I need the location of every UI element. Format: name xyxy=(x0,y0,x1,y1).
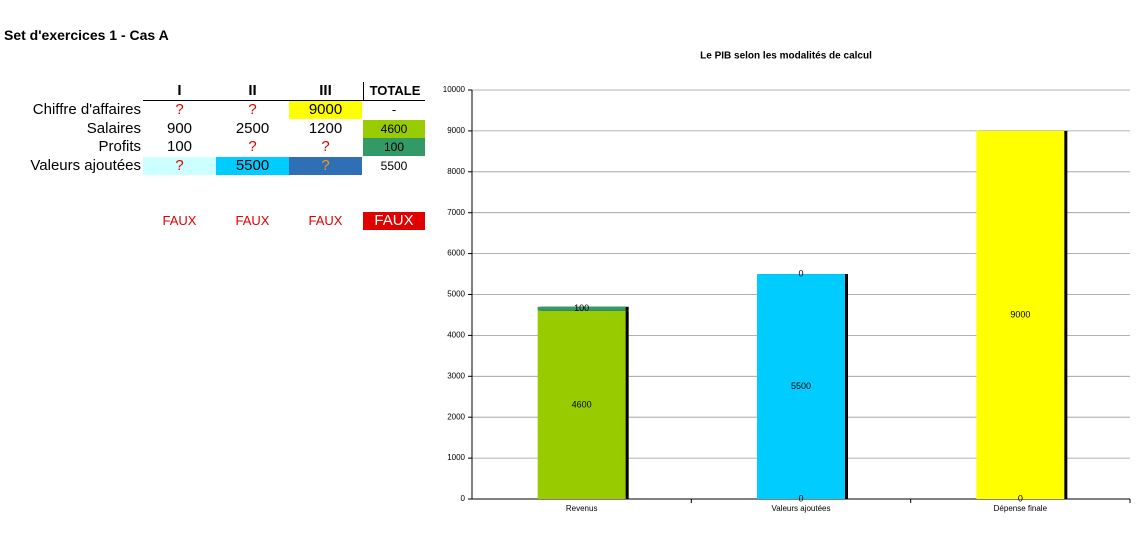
col-header: TOTALE xyxy=(363,82,426,100)
cell: 900 xyxy=(166,119,193,137)
sheet-title: Set d'exercices 1 - Cas A xyxy=(4,27,169,43)
data-label: 0 xyxy=(798,268,803,278)
y-tick-label: 8000 xyxy=(447,167,465,176)
cell: - xyxy=(391,102,397,117)
cell: 2500 xyxy=(235,119,270,137)
cell: ? xyxy=(143,157,216,175)
y-tick-label: 1000 xyxy=(447,453,465,462)
data-label: 5500 xyxy=(791,381,811,391)
cell: 1200 xyxy=(308,119,343,137)
row-label: Chiffre d'affaires xyxy=(32,101,141,118)
cell: 4600 xyxy=(363,119,425,138)
y-tick-label: 5000 xyxy=(447,290,465,299)
cell: ? xyxy=(321,138,330,155)
y-tick-label: 0 xyxy=(461,494,466,503)
y-tick-label: 7000 xyxy=(447,208,465,217)
data-label: 0 xyxy=(798,493,803,503)
cell: 100 xyxy=(363,138,425,156)
col-header: II xyxy=(248,82,257,99)
y-tick-label: 10000 xyxy=(443,85,466,94)
chart-title: Le PIB selon les modalités de calcul xyxy=(700,51,872,62)
bar-segment xyxy=(757,274,845,499)
cell: 9000 xyxy=(289,101,362,119)
y-tick-label: 6000 xyxy=(447,249,465,258)
cell: 5500 xyxy=(216,157,289,175)
header-rule xyxy=(143,100,425,101)
check: FAUX xyxy=(235,213,270,228)
col-header: III xyxy=(319,82,332,99)
check: FAUX xyxy=(363,212,425,230)
x-tick-label: Dépense finale xyxy=(994,504,1048,513)
y-tick-label: 9000 xyxy=(447,126,465,135)
y-tick-label: 3000 xyxy=(447,371,465,380)
y-tick-label: 4000 xyxy=(447,331,465,340)
cell: ? xyxy=(175,101,184,118)
data-label: 9000 xyxy=(1010,309,1030,319)
bar-segment xyxy=(537,310,626,499)
cell: ? xyxy=(289,157,362,175)
cell: ? xyxy=(248,101,257,118)
x-tick-label: Valeurs ajoutées xyxy=(772,504,831,513)
y-tick-label: 2000 xyxy=(447,412,465,421)
bar-segment xyxy=(537,306,626,311)
data-label: 4600 xyxy=(572,399,592,409)
check: FAUX xyxy=(308,213,343,228)
row-label: Salaires xyxy=(86,119,141,137)
cell: 100 xyxy=(166,138,193,155)
bar-segment xyxy=(976,130,1065,499)
data-label: 0 xyxy=(1018,493,1023,503)
cell: 5500 xyxy=(380,159,408,173)
cell: ? xyxy=(248,138,257,155)
check: FAUX xyxy=(162,213,197,228)
x-tick-label: Revenus xyxy=(566,504,598,513)
data-label: 100 xyxy=(574,303,589,313)
row-label: Profits xyxy=(98,138,141,155)
row-label: Valeurs ajoutées xyxy=(30,157,141,174)
col-header: I xyxy=(177,82,182,99)
